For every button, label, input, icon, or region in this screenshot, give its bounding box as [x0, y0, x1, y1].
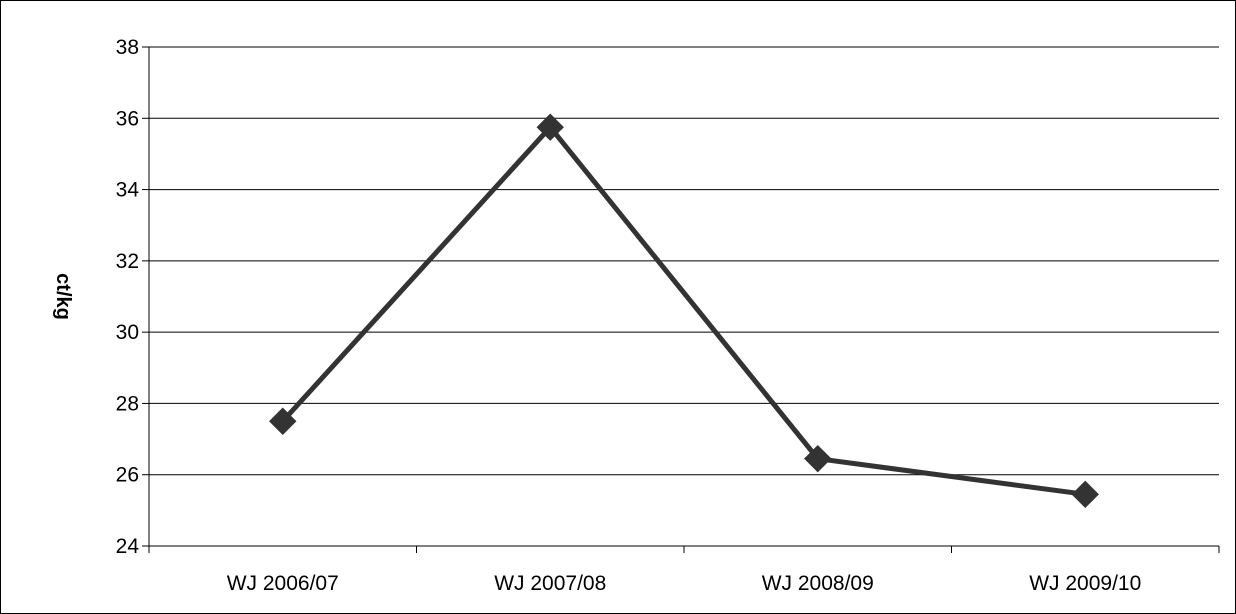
y-tick-label: 32: [116, 250, 139, 273]
y-tick-label: 24: [116, 535, 140, 558]
y-tick-label: 28: [116, 392, 139, 415]
y-tick-label: 34: [116, 179, 140, 202]
y-tick-label: 30: [116, 321, 139, 344]
x-tick-label: WJ 2009/10: [1029, 572, 1141, 595]
y-tick-label: 26: [116, 464, 139, 487]
data-point-marker: [536, 113, 564, 141]
series-line: [280, 124, 1086, 497]
data-point-marker: [269, 407, 297, 435]
x-tick-labels: WJ 2006/07 WJ 2007/08 WJ 2008/09 WJ 2009/10: [227, 572, 1142, 595]
axes: [142, 46, 1220, 553]
x-tick-label: WJ 2008/09: [762, 572, 874, 595]
x-tick-label: WJ 2007/08: [494, 572, 606, 595]
data-point-marker: [804, 444, 832, 473]
y-axis-title: ct/kg: [52, 273, 74, 320]
y-tick-label: 38: [116, 36, 139, 59]
data-point-marker: [1071, 480, 1099, 509]
x-tick-label: WJ 2006/07: [227, 572, 339, 595]
series: [269, 113, 1099, 509]
y-tick-labels: 24 26 28 30 32 34 36 38: [116, 36, 140, 558]
y-tick-label: 36: [116, 107, 139, 130]
gridlines: [149, 46, 1219, 476]
